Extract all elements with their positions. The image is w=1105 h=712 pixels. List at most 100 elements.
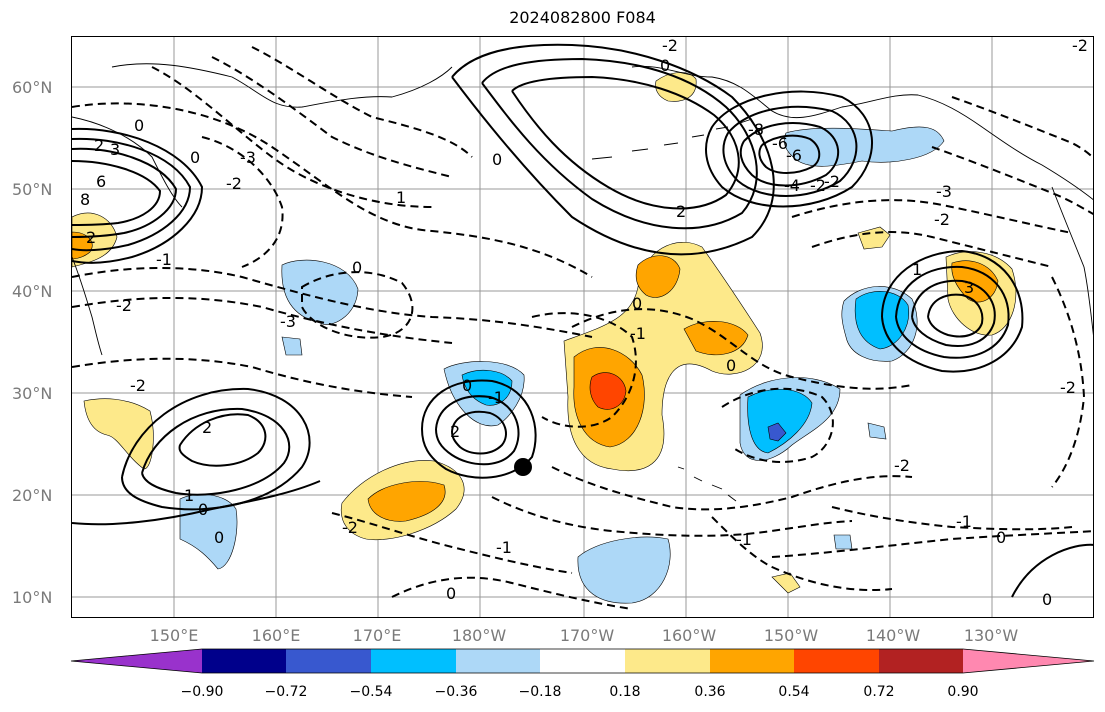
contour-center-cyclone-2 [435, 395, 520, 466]
contour-dash-s-1 [331, 512, 573, 574]
contour-ne-ring-2 [895, 265, 1010, 359]
contour-label: 2 [450, 422, 460, 441]
coastlines [72, 63, 1093, 502]
colorbar-tick: 0.18 [609, 684, 641, 700]
contour-label: 2 [86, 228, 96, 247]
contour-dash-n-1 [251, 46, 473, 158]
shade-positive-central-n [635, 255, 681, 298]
shade-negative-small-se [833, 534, 853, 550]
contour-label: 0 [660, 56, 670, 75]
contour-label: -2 [662, 37, 678, 55]
contour-label: -3 [936, 182, 952, 201]
shade-positive-central-hot [589, 372, 627, 410]
contour-label: -6 [786, 146, 802, 165]
shade-negative-sc [577, 536, 671, 604]
shade-negative-small [281, 336, 303, 356]
contour-dash-nw-swirl [201, 136, 284, 268]
contour-label: 3 [110, 140, 120, 159]
contour-north-ring-1 [705, 90, 873, 208]
shade-negative-east-core [747, 388, 813, 454]
contour-label: 6 [96, 172, 106, 191]
colorbar-segment [286, 649, 371, 673]
contours-solid [72, 43, 1093, 598]
colorbar-tick: −0.36 [434, 684, 478, 700]
contour-label: -1 [630, 324, 646, 343]
lat-label-30n: 30°N [12, 384, 53, 403]
contour-label: 0 [352, 258, 362, 277]
contour-label: -2 [1072, 37, 1088, 55]
contour-sw-long [72, 480, 321, 526]
contour-dash-s-2 [391, 576, 633, 610]
contour-label: -1 [488, 388, 504, 407]
shade-negative-north [783, 126, 945, 167]
colorbar-tick: −0.54 [349, 684, 393, 700]
colorbar-segment [71, 649, 202, 673]
contour-label: 3 [964, 278, 974, 297]
contour-dash-e-3 [1051, 276, 1086, 488]
contour-label: -2 [226, 174, 242, 193]
coast-aleutians [591, 118, 753, 160]
contour-high-nw-1 [72, 127, 204, 264]
lon-label-180w: 180°W [451, 626, 507, 645]
contour-high-nw-4 [72, 160, 162, 226]
contour-ne-ring-1 [881, 249, 1024, 373]
lat-label-50n: 50°N [12, 180, 53, 199]
lon-label-130w: 130°W [963, 626, 1019, 645]
contour-label: -3 [240, 148, 256, 167]
contour-north-ring-2 [722, 105, 858, 197]
contour-high-nw-3 [72, 147, 178, 238]
contour-low-north-3 [511, 75, 740, 210]
lon-label-160e: 160°E [251, 626, 301, 645]
colorbar-segment [625, 649, 710, 673]
contour-label: 0 [214, 528, 224, 547]
contour-high-nw-2 [72, 137, 192, 252]
contour-label: 0 [462, 376, 472, 395]
colorbar-tick: 0.36 [694, 684, 726, 700]
lat-label-10n: 10°N [12, 588, 53, 607]
contour-label: 8 [80, 190, 90, 209]
contour-label: 2 [94, 136, 104, 155]
lon-label-170e: 170°E [352, 626, 402, 645]
contour-label: -2 [894, 456, 910, 475]
shade-negative-east-deep [767, 422, 787, 442]
colorbar-segment [794, 649, 879, 673]
contour-labels: 0 2 3 6 8 0 -3 -2 1 -1 2 -2 0 -3 -2 0 -1… [80, 37, 1088, 609]
contour-center-cyclone-1 [421, 379, 537, 479]
contour-north-ring-4 [758, 134, 821, 174]
contour-label: -2 [116, 296, 132, 315]
contour-label: 0 [198, 500, 208, 519]
coast-alaska [631, 65, 1093, 201]
shade-positive-ne-core [951, 260, 999, 303]
contour-dash-s-3 [711, 516, 893, 592]
contour-label: 1 [912, 260, 922, 279]
lat-label-40n: 40°N [12, 282, 53, 301]
shade-positive-swcentral-core [367, 481, 446, 522]
contour-label: 0 [1042, 590, 1052, 609]
contour-dash-cent-1 [571, 308, 913, 390]
lat-label-60n: 60°N [12, 78, 53, 97]
contour-label: -6 [772, 134, 788, 153]
contour-dash-wide-2 [72, 266, 593, 338]
contour-label: 1 [184, 486, 194, 505]
contour-dash-center-ring [531, 312, 637, 428]
lon-label-150e: 150°E [149, 626, 199, 645]
contour-sw-high-1 [121, 387, 311, 511]
colorbar-segment [202, 649, 286, 673]
coast-kurils [72, 256, 103, 356]
shaded-anomalies [72, 72, 1017, 604]
contour-low-north-1 [451, 43, 775, 256]
coast-northamerica [1051, 186, 1093, 336]
contour-dash-wide-4 [72, 357, 413, 398]
contour-dash-se-1 [831, 506, 1073, 531]
contour-dash-n-2 [211, 56, 453, 178]
contour-label: 0 [492, 150, 502, 169]
contour-dash-e-2 [791, 199, 1073, 234]
coast-kamchatka [111, 63, 453, 108]
contour-dash-se-2 [771, 530, 1093, 558]
contour-dash-east-ring [721, 387, 834, 463]
contour-dash-e-1 [811, 231, 1053, 268]
colorbar-segments [70, 648, 1095, 674]
contour-sw-high-3 [178, 413, 267, 467]
colorbar-segment [710, 649, 794, 673]
shade-positive-aleutian [655, 72, 697, 102]
